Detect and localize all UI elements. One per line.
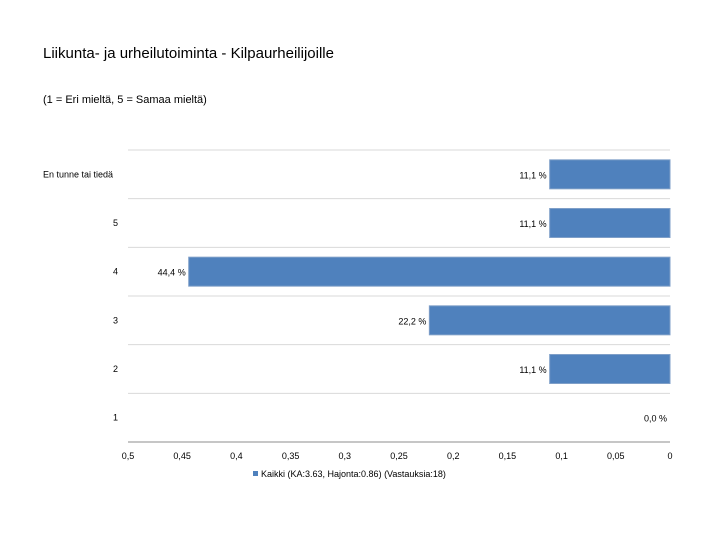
category-label: En tunne tai tiedä — [43, 169, 113, 179]
x-tick-label: 0,25 — [390, 451, 408, 461]
x-tick-label: 0,35 — [282, 451, 300, 461]
bar — [549, 354, 671, 384]
x-tick-label: 0,1 — [555, 451, 568, 461]
data-label: 22,2 % — [398, 316, 426, 326]
gridlines — [128, 149, 670, 443]
category-label: 5 — [113, 218, 118, 228]
category-labels: En tunne tai tiedä 5 4 3 2 1 — [43, 169, 118, 422]
x-tick-label: 0,45 — [173, 451, 191, 461]
bars — [188, 159, 671, 384]
chart-title: Liikunta- ja urheilutoiminta - Kilpaurhe… — [43, 45, 334, 62]
data-label: 44,4 % — [158, 268, 186, 278]
legend-swatch — [253, 471, 258, 476]
category-label: 2 — [113, 364, 118, 374]
bar — [549, 159, 671, 190]
category-label: 4 — [113, 267, 118, 277]
data-label: 11,1 % — [519, 365, 546, 375]
x-tick-label: 0,2 — [447, 451, 460, 461]
category-label: 3 — [113, 315, 118, 325]
x-axis-ticks: 0,5 0,45 0,4 0,35 0,3 0,25 0,2 0,15 0,1 0,05 0 — [122, 451, 673, 461]
legend: Kaikki (KA:3.63, Hajonta:0.86) (Vastauks… — [253, 469, 446, 479]
category-label: 1 — [113, 413, 118, 423]
x-tick-label: 0,05 — [607, 451, 625, 461]
x-tick-label: 0,4 — [230, 451, 243, 461]
bar — [549, 208, 671, 238]
x-tick-label: 0,3 — [339, 451, 352, 461]
data-label: 0,0 % — [644, 414, 667, 424]
value-labels: 11,1 % 11,1 % 44,4 % 22,2 % 11,1 % 0,0 % — [158, 170, 667, 423]
data-label: 11,1 % — [519, 170, 546, 180]
bar — [188, 256, 671, 287]
legend-label: Kaikki (KA:3.63, Hajonta:0.86) (Vastauks… — [261, 469, 446, 479]
x-tick-label: 0 — [667, 451, 672, 461]
chart-subtitle: (1 = Eri mieltä, 5 = Samaa mieltä) — [43, 94, 207, 106]
x-tick-label: 0,15 — [499, 451, 517, 461]
x-tick-label: 0,5 — [122, 451, 135, 461]
data-label: 11,1 % — [519, 219, 546, 229]
bar — [428, 305, 671, 336]
